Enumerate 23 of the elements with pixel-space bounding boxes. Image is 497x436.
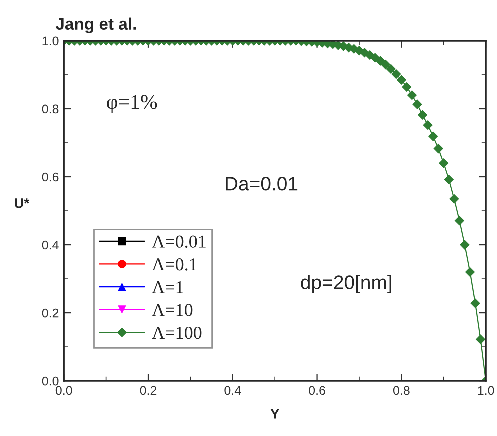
y-tick-label: 0.2 [42,308,59,318]
y-tick-label: 0.8 [42,104,59,114]
chart-title: Jang et al. [56,18,136,34]
x-tick-label: 0.4 [224,386,242,396]
legend-label: Λ=0.1 [152,258,197,271]
annotation: Da=0.01 [226,177,298,191]
legend-label: Λ=1 [152,281,184,294]
x-tick-label: 0.2 [140,386,157,396]
y-axis-title: U* [15,198,30,208]
x-tick-label: 1.0 [478,386,494,396]
x-tick-label: 0.6 [309,386,326,396]
y-tick-label: 0.0 [42,376,59,386]
legend-label: Λ=0.01 [152,236,206,248]
x-tick-label: 0.8 [393,386,410,396]
x-axis-title: Y [270,409,280,419]
legend-label: Λ=10 [152,304,193,316]
x-tick-label: 0.0 [56,386,72,396]
annotation: φ=1% [107,95,158,114]
y-tick-label: 0.4 [42,240,59,250]
y-tick-label: 0.6 [42,172,59,182]
y-tick-label: 1.0 [42,36,59,46]
legend-label: Λ=100 [152,326,202,340]
annotation: dp=20[nm] [301,275,392,294]
